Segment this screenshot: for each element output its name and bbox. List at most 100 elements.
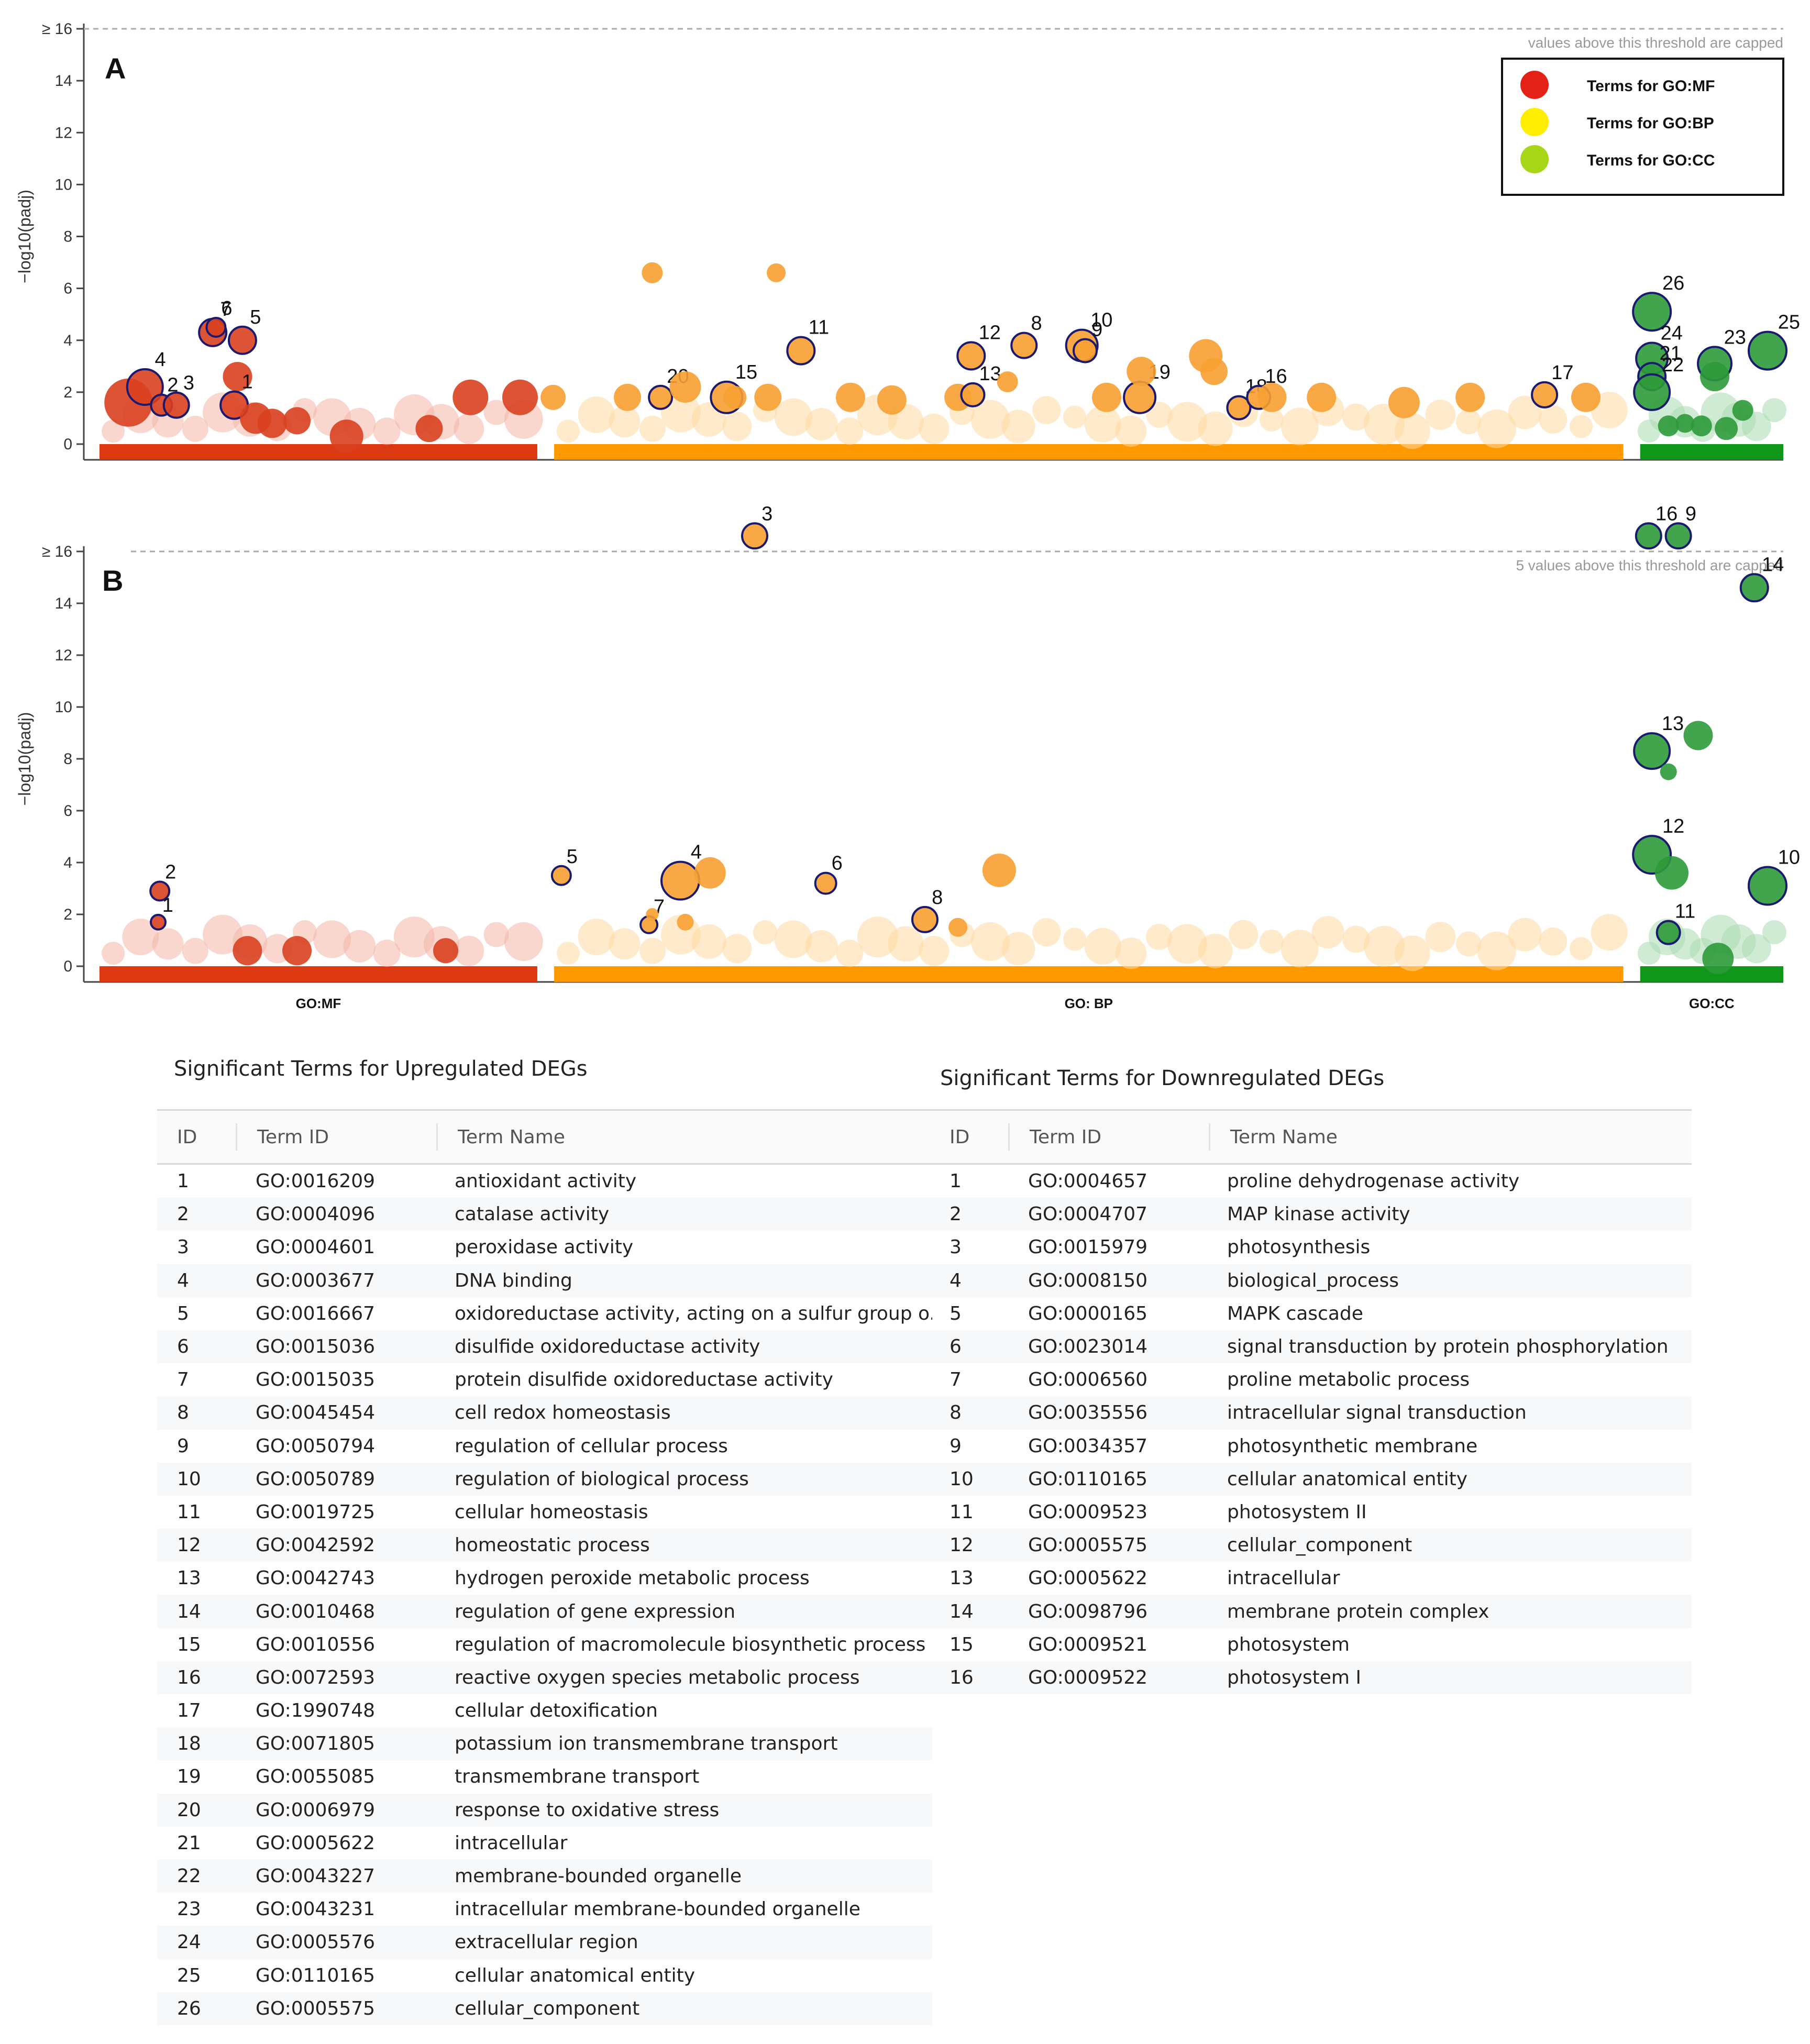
column-header[interactable]: ID: [177, 1126, 197, 1148]
cell-id: 17: [177, 1700, 201, 1722]
cell-id: 16: [950, 1666, 974, 1688]
table-row[interactable]: 4 GO:0003677 DNA binding: [157, 1264, 932, 1297]
table-row[interactable]: 18 GO:0071805 potassium ion transmembrane …: [157, 1727, 932, 1761]
table-row[interactable]: 9 GO:0050794 regulation of cellular proces…: [157, 1430, 932, 1463]
cell-term-name: cellular homeostasis: [455, 1501, 648, 1523]
table-row[interactable]: 13 GO:0005622 intracellular: [930, 1562, 1692, 1595]
table-row[interactable]: 7 GO:0006560 proline metabolic process: [930, 1363, 1692, 1396]
table-row[interactable]: 2 GO:0004096 catalase activity: [157, 1198, 932, 1231]
table-row[interactable]: 17 GO:1990748 cellular detoxification: [157, 1694, 932, 1727]
table-row[interactable]: 6 GO:0015036 disulfide oxidoreductase acti…: [157, 1330, 932, 1364]
cell-term-id: GO:0098796: [1028, 1600, 1148, 1622]
data-point: [948, 918, 968, 937]
table-row[interactable]: 13 GO:0042743 hydrogen peroxide metabolic …: [157, 1562, 932, 1595]
column-separator: [436, 1123, 438, 1151]
group-band-gomf: [100, 966, 537, 982]
table-row[interactable]: 12 GO:0005575 cellular_component: [930, 1529, 1692, 1562]
background-point: [857, 916, 898, 958]
table-row[interactable]: 24 GO:0005576 extracellular region: [157, 1926, 932, 1959]
cell-id: 6: [950, 1336, 962, 1358]
cell-term-id: GO:1990748: [256, 1700, 376, 1722]
data-point: [1092, 382, 1121, 412]
background-point: [1115, 415, 1147, 447]
cell-term-name: cellular_component: [1227, 1534, 1412, 1556]
background-point: [888, 926, 924, 962]
table-row[interactable]: 23 GO:0043231 intracellular membrane-bound…: [157, 1893, 932, 1926]
data-point: [723, 385, 747, 409]
background-point: [1084, 405, 1121, 443]
y-tick-label: 8: [63, 228, 72, 246]
cell-term-name: hydrogen peroxide metabolic process: [455, 1567, 810, 1589]
background-point: [102, 942, 125, 965]
table-row[interactable]: 9 GO:0034357 photosynthetic membrane: [930, 1430, 1692, 1463]
cell-term-name: DNA binding: [455, 1269, 572, 1291]
column-header[interactable]: Term Name: [458, 1126, 565, 1148]
table-row[interactable]: 3 GO:0015979 photosynthesis: [930, 1231, 1692, 1264]
cell-term-id: GO:0055085: [256, 1766, 376, 1788]
background-point: [1281, 407, 1319, 446]
table-row[interactable]: 6 GO:0023014 signal transduction by protei…: [930, 1330, 1692, 1364]
cell-term-id: GO:0034357: [1028, 1435, 1148, 1457]
table-row[interactable]: 19 GO:0055085 transmembrane transport: [157, 1760, 932, 1793]
table-row[interactable]: 22 GO:0043227 membrane-bounded organelle: [157, 1859, 932, 1893]
table-row[interactable]: 8 GO:0035556 intracellular signal transduc…: [930, 1396, 1692, 1430]
cell-term-name: membrane protein complex: [1227, 1600, 1489, 1622]
table-row[interactable]: 16 GO:0009522 photosystem I: [930, 1661, 1692, 1694]
table-row[interactable]: 21 GO:0005622 intracellular: [157, 1827, 932, 1860]
highlighted-point: [911, 905, 939, 933]
cell-term-name: intracellular: [455, 1832, 568, 1854]
column-header[interactable]: Term Name: [1230, 1126, 1338, 1148]
table-row[interactable]: 14 GO:0010468 regulation of gene expressio…: [157, 1595, 932, 1628]
cell-term-id: GO:0016667: [256, 1302, 376, 1324]
up-table-header: ID Term ID Term Name: [157, 1109, 932, 1165]
data-point: [694, 857, 726, 889]
column-header[interactable]: Term ID: [1030, 1126, 1102, 1148]
data-point: [1691, 415, 1712, 437]
table-row[interactable]: 1 GO:0004657 proline dehydrogenase activit…: [930, 1165, 1692, 1198]
table-row[interactable]: 15 GO:0010556 regulation of macromolecule …: [157, 1628, 932, 1661]
table-row[interactable]: 11 GO:0009523 photosystem II: [930, 1496, 1692, 1529]
table-row[interactable]: 25 GO:0110165 cellular anatomical entity: [157, 1959, 932, 1992]
table-row[interactable]: 10 GO:0110165 cellular anatomical entity: [930, 1462, 1692, 1496]
data-point: [1127, 357, 1156, 386]
table-row[interactable]: 20 GO:0006979 response to oxidative stress: [157, 1793, 932, 1827]
group-band-gobp: [554, 444, 1624, 460]
table-row[interactable]: 4 GO:0008150 biological_process: [930, 1264, 1692, 1297]
cell-term-name: reactive oxygen species metabolic proces…: [455, 1666, 860, 1688]
background-point: [753, 920, 777, 945]
cell-term-id: GO:0005576: [256, 1931, 376, 1953]
table-row[interactable]: 11 GO:0019725 cellular homeostasis: [157, 1496, 932, 1529]
table-row[interactable]: 12 GO:0042592 homeostatic process: [157, 1529, 932, 1562]
background-point: [1146, 924, 1173, 951]
table-row[interactable]: 16 GO:0072593 reactive oxygen species meta…: [157, 1661, 932, 1694]
down-table-body: 1 GO:0004657 proline dehydrogenase activit…: [930, 1165, 1692, 1694]
data-point: [1732, 400, 1753, 421]
background-point: [1539, 405, 1568, 434]
table-row[interactable]: 2 GO:0004707 MAP kinase activity: [930, 1198, 1692, 1231]
table-row[interactable]: 1 GO:0016209 antioxidant activity: [157, 1165, 932, 1198]
table-row[interactable]: 3 GO:0004601 peroxidase activity: [157, 1231, 932, 1264]
table-row[interactable]: 7 GO:0015035 protein disulfide oxidoreduct…: [157, 1363, 932, 1396]
background-point: [1260, 929, 1284, 954]
column-header[interactable]: Term ID: [257, 1126, 329, 1148]
table-row[interactable]: 15 GO:0009521 photosystem: [930, 1628, 1692, 1661]
background-point: [1569, 937, 1593, 960]
cell-term-id: GO:0004601: [256, 1236, 376, 1258]
background-point: [483, 922, 509, 947]
table-row[interactable]: 14 GO:0098796 membrane protein complex: [930, 1595, 1692, 1628]
point-label: 6: [832, 853, 843, 875]
background-point: [1477, 931, 1516, 970]
background-point: [1741, 412, 1771, 441]
cell-id: 2: [177, 1203, 189, 1225]
table-row[interactable]: 5 GO:0016667 oxidoreductase activity, acti…: [157, 1297, 932, 1330]
table-row[interactable]: 10 GO:0050789 regulation of biological pro…: [157, 1462, 932, 1496]
cell-term-id: GO:0005622: [256, 1832, 376, 1854]
column-header[interactable]: ID: [950, 1126, 970, 1148]
data-point: [1257, 382, 1287, 412]
highlighted-point: [1748, 330, 1787, 371]
table-row[interactable]: 8 GO:0045454 cell redox homeostasis: [157, 1396, 932, 1430]
data-point: [982, 853, 1016, 887]
table-row[interactable]: 5 GO:0000165 MAPK cascade: [930, 1297, 1692, 1330]
point-label: 10: [1090, 310, 1112, 332]
table-row[interactable]: 26 GO:0005575 cellular_component: [157, 1992, 932, 2025]
